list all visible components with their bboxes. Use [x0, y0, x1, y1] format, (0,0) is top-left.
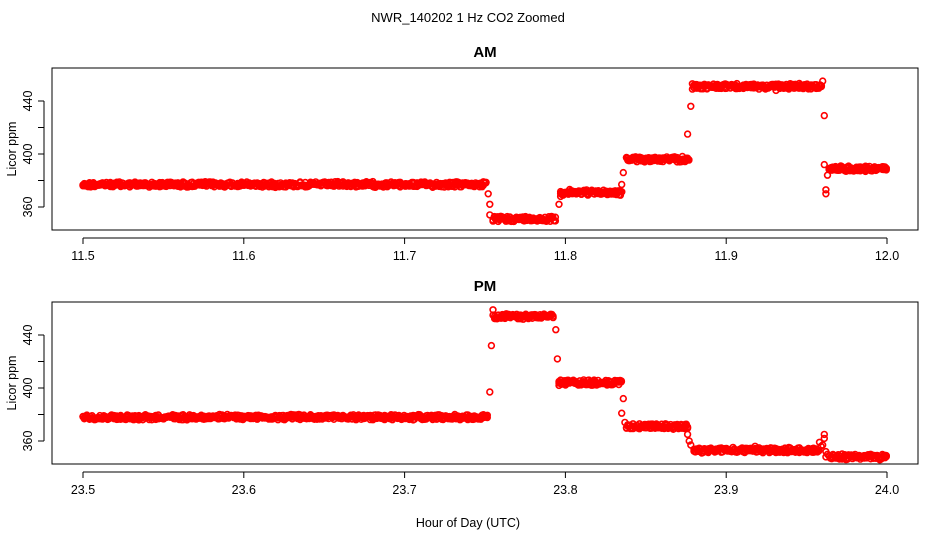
- y-tick-label: 440: [21, 325, 35, 346]
- x-tick-label: 23.9: [714, 483, 738, 497]
- data-point: [688, 80, 697, 88]
- data-point: [556, 192, 565, 201]
- x-tick-label: 11.9: [714, 249, 737, 263]
- x-tick-label: 11.8: [554, 249, 577, 263]
- data-point: [555, 200, 563, 209]
- data-series: [79, 306, 890, 464]
- data-point: [621, 418, 629, 427]
- data-point: [549, 313, 557, 322]
- x-tick-label: 23.8: [553, 483, 577, 497]
- data-point: [617, 188, 626, 196]
- data-point: [486, 200, 494, 209]
- x-tick-label: 23.7: [392, 483, 416, 497]
- data-point: [823, 171, 832, 179]
- panel-pm: PM Licor ppm 23.5 23.6 23.7 23.8 23.9 24.0 360 40…: [5, 278, 919, 497]
- data-point: [486, 211, 494, 219]
- data-point: [619, 168, 627, 177]
- x-tick-label: 23.5: [71, 483, 95, 497]
- data-point: [882, 164, 890, 172]
- data-point: [556, 376, 565, 384]
- data-point: [818, 441, 827, 449]
- data-point: [552, 326, 560, 334]
- y-axis-label: Licor ppm: [5, 122, 19, 177]
- plot-frame: [51, 301, 919, 465]
- data-point: [617, 180, 626, 189]
- data-point: [685, 156, 693, 164]
- x-tick-label: 11.6: [232, 249, 255, 263]
- data-point: [619, 394, 627, 403]
- plot-frame: [51, 67, 919, 231]
- x-tick-label: 12.0: [875, 249, 899, 263]
- panel-title: AM: [473, 44, 496, 61]
- x-tick-label: 24.0: [875, 483, 899, 497]
- data-point: [683, 130, 692, 138]
- data-point: [482, 179, 490, 187]
- data-point: [822, 453, 830, 461]
- data-point: [882, 452, 890, 461]
- figure-title: NWR_140202 1 Hz CO2 Zoomed: [371, 10, 565, 25]
- y-tick-label: 400: [21, 144, 35, 165]
- data-point: [818, 77, 827, 85]
- panel-am: AM Licor ppm 11.5 11.6 11.7 11.8 11.9 12.0 360 40…: [5, 44, 919, 263]
- data-point: [820, 111, 828, 120]
- x-tick-label: 11.5: [71, 249, 94, 263]
- data-point: [617, 377, 626, 385]
- y-tick-label: 440: [21, 91, 35, 112]
- y-axis-label: Licor ppm: [5, 356, 19, 411]
- data-point: [772, 86, 780, 95]
- data-point: [687, 102, 695, 111]
- x-axis-label: Hour of Day (UTC): [416, 516, 520, 530]
- x-tick-label: 23.6: [232, 483, 256, 497]
- data-point: [820, 160, 828, 169]
- data-point: [551, 217, 560, 225]
- data-point: [685, 437, 693, 445]
- data-point: [683, 430, 692, 439]
- data-point: [489, 311, 497, 319]
- x-tick-label: 11.7: [393, 249, 416, 263]
- data-point: [820, 434, 828, 443]
- data-point: [484, 190, 492, 198]
- data-point: [687, 441, 695, 449]
- data-point: [486, 388, 494, 396]
- data-point: [487, 341, 496, 350]
- y-tick-label: 360: [21, 431, 35, 452]
- data-point: [822, 190, 830, 198]
- data-point: [483, 411, 491, 419]
- panel-title: PM: [474, 278, 497, 295]
- data-point: [822, 186, 830, 194]
- y-tick-label: 360: [21, 197, 35, 218]
- data-point: [553, 355, 562, 363]
- data-point: [751, 442, 759, 450]
- data-point: [820, 430, 828, 439]
- data-point: [617, 409, 626, 417]
- y-tick-label: 400: [21, 378, 35, 399]
- data-point: [551, 213, 560, 221]
- data-series: [79, 77, 890, 226]
